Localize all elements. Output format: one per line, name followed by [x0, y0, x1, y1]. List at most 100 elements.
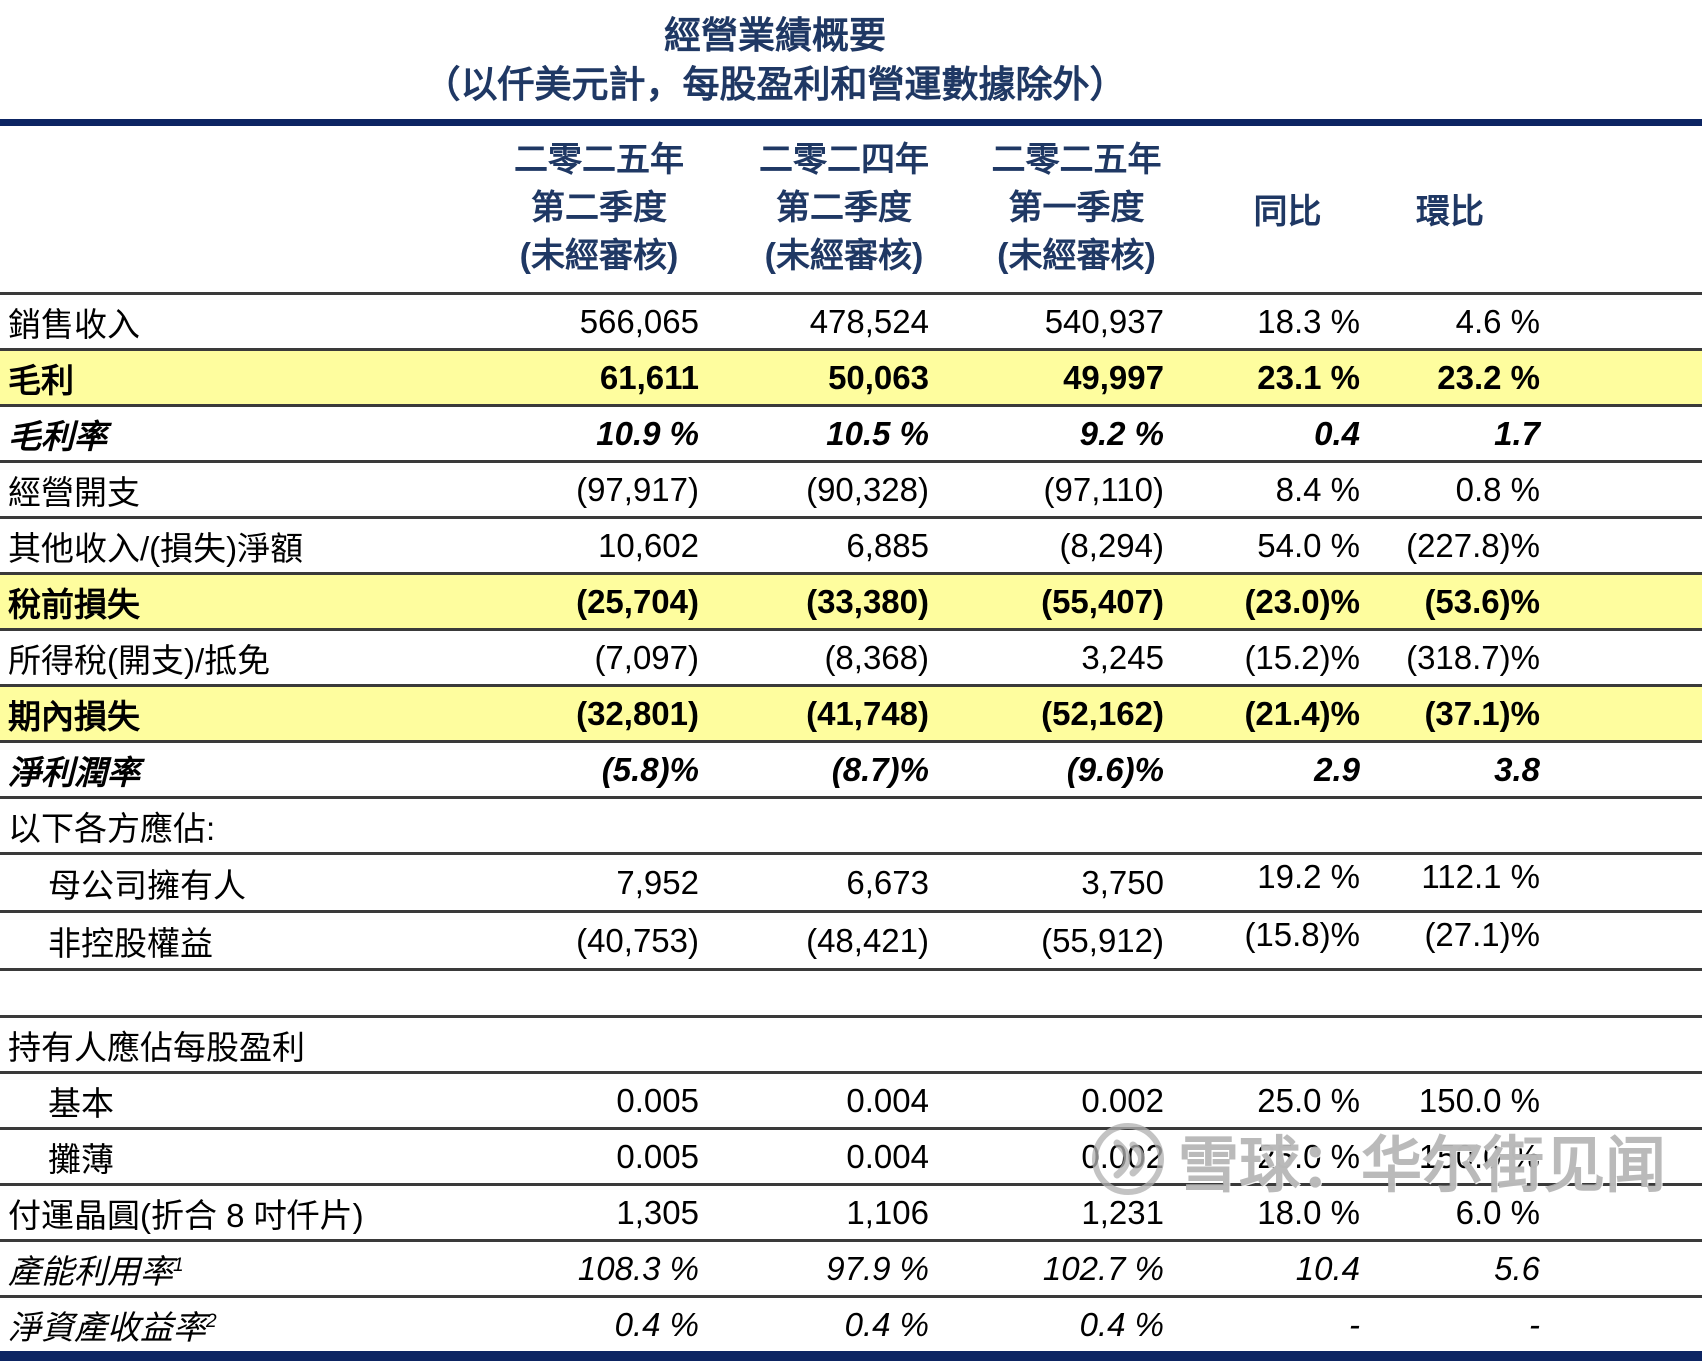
row-label: 持有人應佔每股盈利: [0, 1016, 440, 1075]
col-header-2025-q1: 二零二五年 第一季度 (未經審核): [930, 125, 1165, 296]
value-cell: 540,937: [930, 293, 1165, 352]
value-cell: [1165, 969, 1360, 1019]
table-header-row: 二零二五年 第二季度 (未經審核) 二零二四年 第二季度 (未經審核) 二零二五…: [0, 125, 1702, 296]
col-header-line: (未經審核): [997, 237, 1156, 276]
row-label-text: 經營開支: [8, 473, 140, 511]
value-cell: (40,753): [440, 911, 700, 972]
value-cell: 0.004: [700, 1128, 930, 1187]
table-row: 其他收入/(損失)淨額 10,602 6,885 (8,294) 54.0 % (227.…: [0, 517, 1702, 576]
row-label-text: 付運晶圓(折合 8 吋仟片): [8, 1196, 364, 1234]
value-cell: 1.7: [1360, 405, 1702, 464]
value-cell: 6,673: [700, 853, 930, 914]
row-label: 所得稅(開支)/抵免: [0, 629, 440, 688]
value-cell: 10.4: [1165, 1240, 1360, 1299]
col-header-line: 二零二五年: [514, 140, 684, 179]
col-header-line: 第一季度: [1008, 188, 1145, 227]
row-label: 期內損失: [0, 685, 440, 744]
value-cell: [440, 1016, 700, 1075]
value-cell: 150.0 %: [1360, 1072, 1702, 1131]
value-cell: 0.004: [700, 1072, 930, 1131]
value-cell: (55,407): [930, 573, 1165, 632]
table-row: 經營開支 (97,917) (90,328) (97,110) 8.4 % 0.8 %: [0, 461, 1702, 520]
value-cell: [440, 969, 700, 1019]
row-label: [0, 969, 440, 1019]
value-cell: 5.6: [1360, 1240, 1702, 1299]
value-cell: (55,912): [930, 911, 1165, 972]
value-cell: (48,421): [700, 911, 930, 972]
page-title: 經營業績概要: [664, 15, 886, 56]
table-row: 母公司擁有人 7,952 6,673 3,750 19.2 % 112.1 %: [0, 853, 1702, 914]
row-label: 基本: [0, 1072, 440, 1131]
value-cell: 1,106: [700, 1184, 930, 1243]
row-label: 其他收入/(損失)淨額: [0, 517, 440, 576]
value-cell: 25.0 %: [1165, 1072, 1360, 1131]
value-cell: 61,611: [440, 349, 700, 408]
value-cell: 4.6 %: [1360, 293, 1702, 352]
table-row: 銷售收入 566,065 478,524 540,937 18.3 % 4.6 %: [0, 293, 1702, 352]
value-cell: 19.2 %: [1165, 853, 1360, 914]
row-label-footnote: 2: [206, 1310, 217, 1332]
table-row: 毛利率 10.9 % 10.5 % 9.2 % 0.4 1.7: [0, 405, 1702, 464]
value-cell: 6.0 %: [1360, 1184, 1702, 1243]
value-cell: [700, 797, 930, 856]
value-cell: (25,704): [440, 573, 700, 632]
label-column-header: [0, 125, 440, 296]
table-row: 期內損失 (32,801) (41,748) (52,162) (21.4)% (37.1…: [0, 685, 1702, 744]
row-label: 以下各方應佔:: [0, 797, 440, 856]
col-header-line: 第二季度: [531, 188, 667, 227]
row-label-text: 攤薄: [48, 1140, 114, 1178]
value-cell: 3,245: [930, 629, 1165, 688]
row-label-text: 產能利用率: [8, 1252, 173, 1290]
table-row: 淨利潤率 (5.8)% (8.7)% (9.6)% 2.9 3.8: [0, 741, 1702, 800]
page-subtitle: （以仟美元計，每股盈利和營運數據除外）: [423, 63, 1127, 105]
value-cell: 0.4: [1165, 405, 1360, 464]
row-label-text: 非控股權益: [48, 924, 213, 962]
value-cell: 112.1 %: [1360, 853, 1702, 914]
col-header-line: (未經審核): [764, 237, 924, 276]
value-cell: (318.7)%: [1360, 629, 1702, 688]
value-cell: 54.0 %: [1165, 517, 1360, 576]
col-header-line: 二零二五年: [991, 140, 1162, 179]
value-cell: 10.9 %: [440, 405, 700, 464]
value-cell: 18.0 %: [1165, 1184, 1360, 1243]
value-cell: [440, 797, 700, 856]
value-cell: 1,305: [440, 1184, 700, 1243]
value-cell: [1165, 1016, 1360, 1075]
value-cell: 0.4 %: [1079, 1305, 1164, 1343]
table-row: 非控股權益 (40,753) (48,421) (55,912) (15.8)% (27.…: [0, 911, 1702, 972]
table-title-block: 經營業績概要 （以仟美元計，每股盈利和營運數據除外）: [0, 0, 1550, 110]
value-cell: 18.3 %: [1165, 293, 1360, 352]
value-cell: (15.8)%: [1165, 911, 1360, 972]
value-cell: 150.0 %: [1360, 1128, 1702, 1187]
row-label-text: 以下各方應佔:: [8, 809, 216, 847]
row-label: 淨資產收益率2: [0, 1297, 440, 1352]
value-cell: (21.4)%: [1165, 685, 1360, 744]
row-label-text: 基本: [48, 1084, 114, 1122]
row-label-text: 稅前損失: [8, 585, 140, 623]
row-label-text: 期內損失: [8, 697, 140, 735]
value-cell: (5.8)%: [440, 741, 700, 800]
value-cell: 1,231: [930, 1184, 1165, 1243]
value-cell: 478,524: [700, 293, 930, 352]
value-cell: [700, 1016, 930, 1075]
table-row: 毛利 61,611 50,063 49,997 23.1 % 23.2 %: [0, 349, 1702, 408]
value-cell: [1165, 797, 1360, 856]
value-cell: 3,750: [930, 853, 1165, 914]
row-label-text: 其他收入/(損失)淨額: [8, 529, 304, 567]
row-label: 母公司擁有人: [0, 853, 440, 914]
value-cell: 0.4 %: [844, 1305, 929, 1343]
value-cell: 0.005: [440, 1128, 700, 1187]
value-cell: (7,097): [440, 629, 700, 688]
row-label: 付運晶圓(折合 8 吋仟片): [0, 1184, 440, 1243]
value-cell: 10,602: [440, 517, 700, 576]
value-cell: (52,162): [930, 685, 1165, 744]
operating-results-table: 二零二五年 第二季度 (未經審核) 二零二四年 第二季度 (未經審核) 二零二五…: [0, 125, 1702, 1352]
table-row: 所得稅(開支)/抵免 (7,097) (8,368) 3,245 (15.2)% (318…: [0, 629, 1702, 688]
value-cell: -: [1529, 1305, 1540, 1343]
row-label: 經營開支: [0, 461, 440, 520]
value-cell: 0.005: [440, 1072, 700, 1131]
value-cell: (8,294): [930, 517, 1165, 576]
col-header-line: (未經審核): [519, 237, 679, 276]
value-cell: (53.6)%: [1360, 573, 1702, 632]
col-header-line: 二零二四年: [759, 140, 929, 179]
